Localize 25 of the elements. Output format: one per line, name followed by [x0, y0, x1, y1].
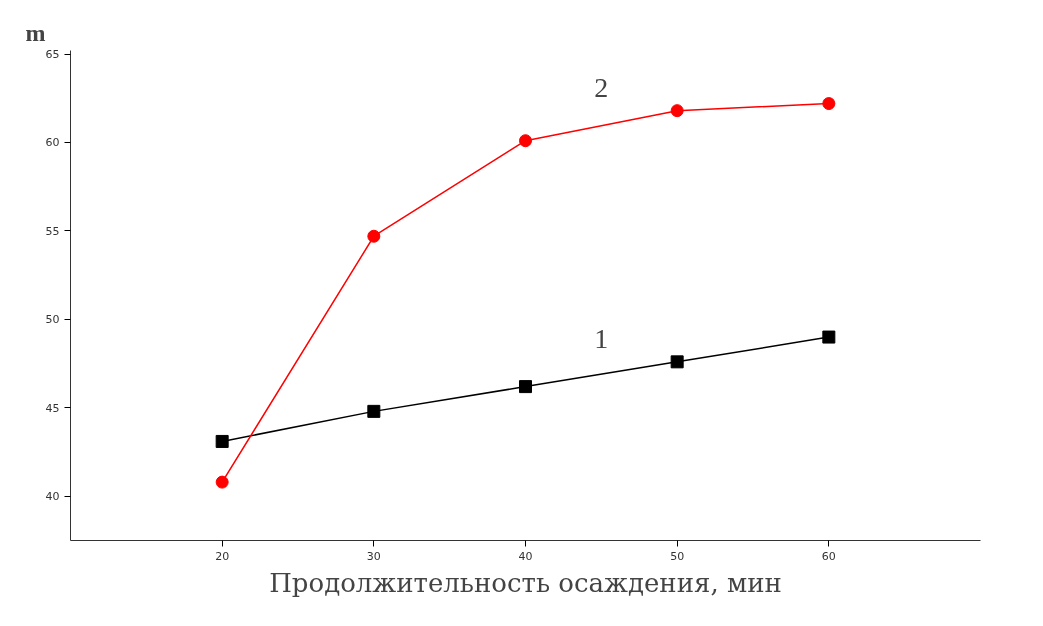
y-tick-label: 65	[45, 48, 60, 62]
point	[215, 434, 229, 448]
x-tick-label: 50	[670, 549, 685, 563]
y-tick-label: 40	[45, 490, 60, 504]
point	[215, 475, 229, 489]
series-label: 2	[594, 71, 609, 103]
y-tick-label: 50	[45, 313, 60, 327]
y-tick-label: 45	[45, 401, 60, 415]
point	[670, 104, 684, 118]
x-axis-title: Продолжительность осаждения, мин	[269, 567, 782, 598]
point	[822, 97, 836, 111]
x-tick-label: 20	[215, 549, 230, 563]
y-tick-label: 55	[45, 224, 60, 238]
point	[519, 380, 532, 394]
x-tick-label: 30	[366, 549, 381, 563]
y-tick-label: 60	[45, 136, 60, 150]
x-tick-label: 60	[821, 549, 836, 563]
point	[670, 355, 684, 369]
point	[367, 404, 381, 418]
point	[519, 134, 532, 148]
point	[822, 330, 836, 344]
x-tick-label: 40	[518, 549, 533, 563]
y-axis-title: m	[25, 19, 46, 46]
point	[367, 229, 381, 243]
series-label: 1	[594, 322, 609, 354]
